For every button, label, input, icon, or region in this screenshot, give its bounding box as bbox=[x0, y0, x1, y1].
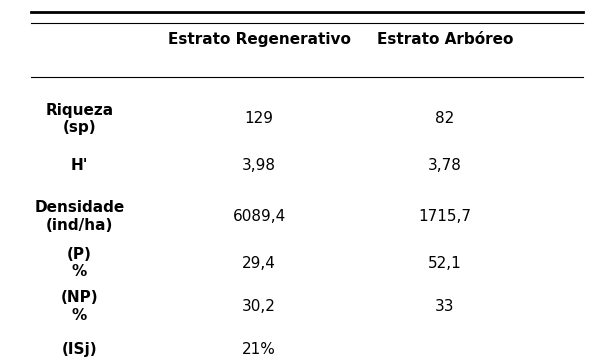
Text: Estrato Regenerativo: Estrato Regenerativo bbox=[167, 32, 350, 47]
Text: 3,78: 3,78 bbox=[428, 158, 462, 173]
Text: 129: 129 bbox=[244, 111, 273, 126]
Text: Densidade
(ind/ha): Densidade (ind/ha) bbox=[34, 200, 125, 233]
Text: (NP)
%: (NP) % bbox=[60, 290, 98, 323]
Text: 6089,4: 6089,4 bbox=[232, 209, 286, 224]
Text: 3,98: 3,98 bbox=[242, 158, 276, 173]
Text: (P)
%: (P) % bbox=[67, 247, 92, 280]
Text: Estrato Arbóreo: Estrato Arbóreo bbox=[377, 32, 513, 47]
Text: 82: 82 bbox=[435, 111, 455, 126]
Text: 30,2: 30,2 bbox=[242, 299, 276, 314]
Text: 52,1: 52,1 bbox=[428, 256, 462, 271]
Text: 33: 33 bbox=[435, 299, 455, 314]
Text: 21%: 21% bbox=[242, 343, 276, 357]
Text: Riqueza
(sp): Riqueza (sp) bbox=[45, 103, 113, 135]
Text: 1715,7: 1715,7 bbox=[418, 209, 471, 224]
Text: 29,4: 29,4 bbox=[242, 256, 276, 271]
Text: (ISj): (ISj) bbox=[61, 343, 97, 357]
Text: H': H' bbox=[70, 158, 88, 173]
